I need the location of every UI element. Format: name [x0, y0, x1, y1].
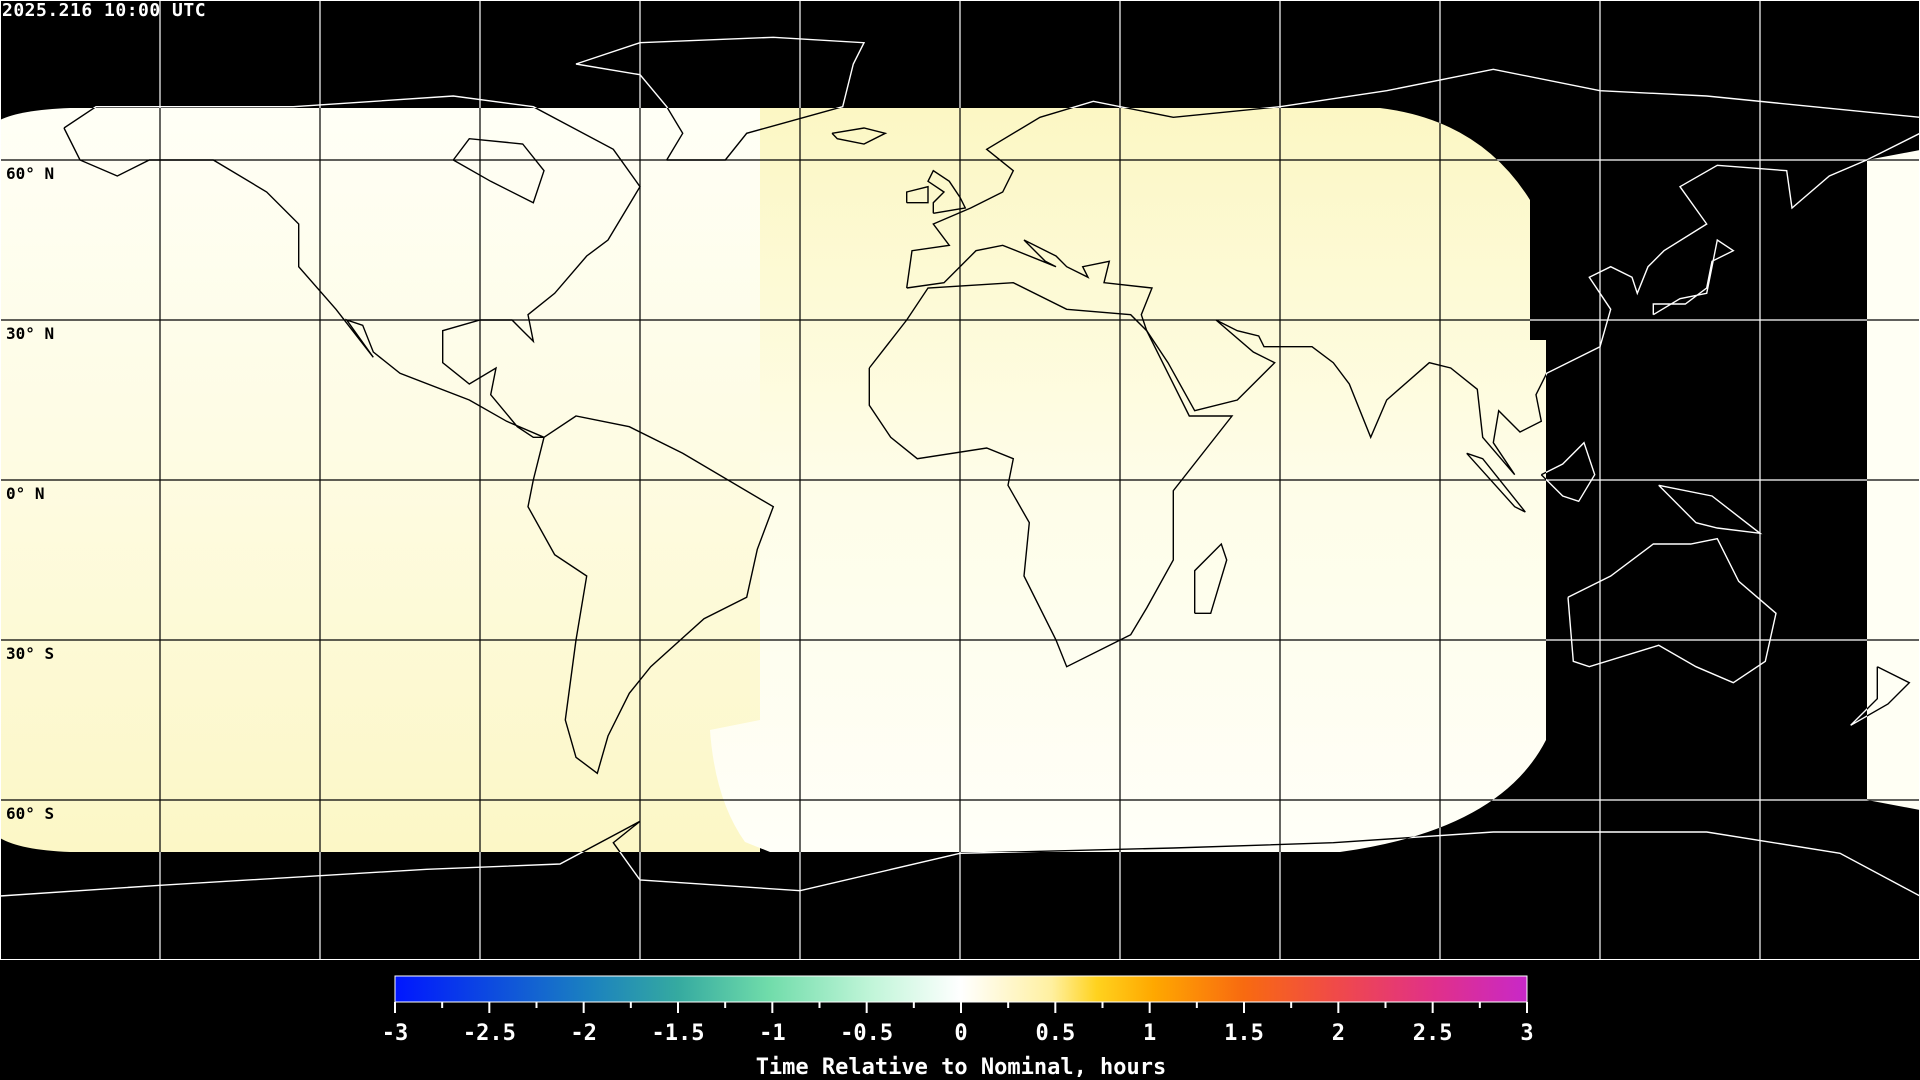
coastline-borneo: [1540, 441, 1596, 503]
colorbar-tick-label: 0: [954, 1021, 967, 1046]
colorbar-tick-label: 3: [1520, 1021, 1533, 1046]
colorbar-tick-label: -1: [759, 1021, 786, 1046]
coastline-hudson-bay: [452, 137, 545, 204]
coastline-japan: [1652, 238, 1735, 316]
colorbar-tick-label: -2: [570, 1021, 597, 1046]
colorbar-tick-label: -2.5: [463, 1021, 516, 1046]
coastline-ireland: [906, 185, 929, 204]
colorbar-tick-label: 1: [1143, 1021, 1156, 1046]
coastline-south-america: [527, 415, 775, 775]
colorbar-tick-label: 2.5: [1413, 1021, 1453, 1046]
timestamp-title: 2025.216 10:00 UTC: [2, 0, 207, 21]
grid-and-coastlines-nodata: [0, 0, 1920, 960]
coastline-eurasia: [906, 68, 1920, 476]
colorbar: -3 -2.5 -2 -1.5 -1 -0.5 0 0.5 1 1.5 2 2.5 3 Time Rel…: [382, 975, 1534, 1080]
coastline-britain: [927, 169, 967, 214]
world-map: [0, 0, 1920, 960]
coastline-australia: [1567, 537, 1777, 684]
colorbar-tick-label: -1.5: [652, 1021, 705, 1046]
coastline-new-zealand: [1850, 666, 1911, 726]
coastline-iceland: [831, 127, 888, 145]
coastline-new-guinea: [1658, 484, 1763, 535]
coastline-madagascar: [1193, 542, 1228, 614]
lat-label-0n: 0° N: [6, 484, 45, 503]
colorbar-tick-label: -3: [382, 1021, 409, 1046]
lat-label-30n: 30° N: [6, 324, 55, 343]
coastline-greenland: [575, 36, 866, 161]
lat-label-30s: 30° S: [6, 644, 55, 663]
colorbar-gradient: [394, 975, 1528, 1003]
colorbar-label: Time Relative to Nominal, hours: [756, 1055, 1167, 1080]
colorbar-tick-label: 1.5: [1224, 1021, 1264, 1046]
lat-label-60n: 60° N: [6, 164, 55, 183]
lat-label-60s: 60° S: [6, 804, 55, 823]
colorbar-tick-label: 0.5: [1035, 1021, 1075, 1046]
coastline-africa: [868, 281, 1234, 668]
coastline-sumatra: [1466, 452, 1526, 513]
colorbar-tick-label: -0.5: [840, 1021, 893, 1046]
coastline-antarctica: [0, 820, 1920, 897]
colorbar-tick-label: 2: [1332, 1021, 1345, 1046]
coastline-north-america: [63, 95, 641, 438]
